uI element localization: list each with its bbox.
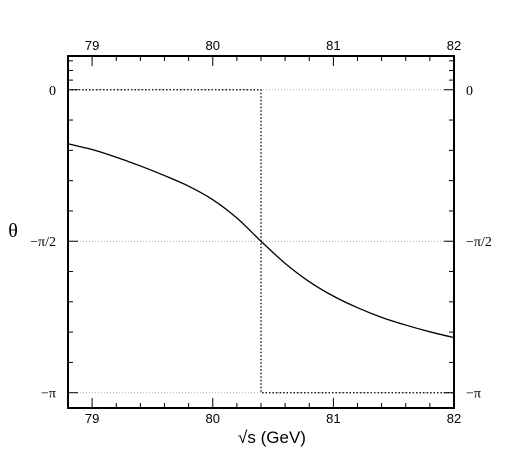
x-tick-label-top: 79 bbox=[85, 38, 99, 53]
y-tick-label-right: −π/2 bbox=[466, 235, 492, 250]
series-layer bbox=[67, 89, 455, 394]
x-axis-label: √s (GeV) bbox=[238, 428, 306, 447]
y-tick-label-right: −π bbox=[466, 387, 481, 402]
y-tick-label-right: 0 bbox=[466, 84, 473, 99]
x-tick-label-bottom: 82 bbox=[447, 411, 461, 426]
x-tick-label-bottom: 80 bbox=[206, 411, 220, 426]
label-layer: 79 79 80 80 81 81 82 82 0 0 −π/2 −π/2 −π −π bbox=[30, 38, 492, 426]
x-tick-label-bottom: 79 bbox=[85, 411, 99, 426]
series-line-dotted bbox=[68, 89, 454, 394]
x-tick-label-top: 81 bbox=[326, 38, 340, 53]
y-tick-label-left: 0 bbox=[49, 84, 56, 99]
x-tick-label-top: 82 bbox=[447, 38, 461, 53]
plot-frame bbox=[67, 55, 455, 409]
x-tick-label-top: 80 bbox=[206, 38, 220, 53]
tick-layer bbox=[67, 56, 455, 408]
y-tick-label-left: −π bbox=[41, 387, 56, 402]
y-axis-label: θ bbox=[8, 220, 18, 242]
x-tick-label-bottom: 81 bbox=[326, 411, 340, 426]
y-tick-label-left: −π/2 bbox=[30, 235, 56, 250]
